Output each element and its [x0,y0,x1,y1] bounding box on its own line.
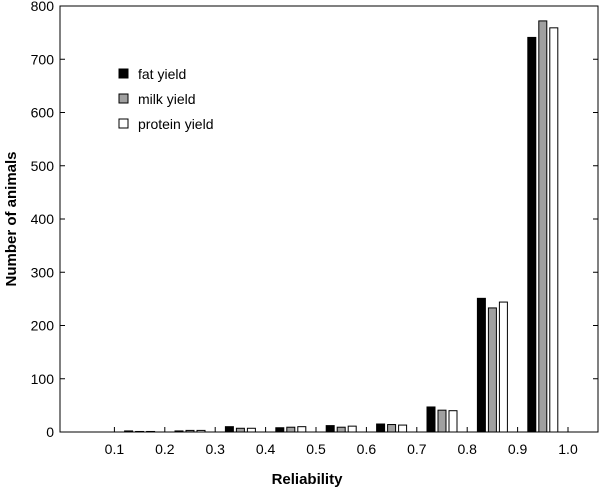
y-tick-label: 600 [31,105,55,121]
legend: fat yield milk yield protein yield [118,66,214,132]
legend-label: protein yield [138,116,214,132]
x-tick-label: 0.5 [306,441,326,457]
bar-milk-yield [135,430,145,433]
legend-swatch [118,118,129,129]
bar-milk-yield [336,426,346,433]
y-tick-label: 0 [46,424,54,440]
x-tick-label: 0.7 [407,441,427,457]
bar-protein-yield [196,429,206,433]
bar-protein-yield [297,426,307,433]
bar-milk-yield [286,426,296,433]
legend-swatch [118,68,129,79]
bar-fat-yield [376,423,386,433]
bar-fat-yield [224,426,234,433]
bar-protein-yield [498,301,508,433]
x-tick-label: 0.9 [508,441,528,457]
legend-swatch [118,93,129,104]
y-axis-title: Number of animals [3,151,20,286]
bar-fat-yield [527,36,537,433]
bar-milk-yield [235,427,245,433]
bar-milk-yield [487,307,497,433]
bar-milk-yield [185,429,195,433]
bar-protein-yield [549,27,559,433]
y-tick-label: 800 [31,0,55,14]
bar-milk-yield [437,409,447,433]
y-tick-label: 500 [31,158,55,174]
y-tick-label: 200 [31,318,55,334]
bar-fat-yield [426,406,436,433]
x-tick-label: 0.6 [357,441,377,457]
bar-protein-yield [398,424,408,433]
legend-label: milk yield [138,91,196,107]
y-tick-label: 700 [31,51,55,67]
bars-layer [124,20,559,433]
bar-fat-yield [275,427,285,433]
bar-milk-yield [538,20,548,433]
legend-label: fat yield [138,66,186,82]
x-tick-label: 0.2 [155,441,175,457]
bar-fat-yield [476,297,486,433]
x-axis-title: Reliability [272,471,344,488]
bar-fat-yield [174,430,184,433]
bar-protein-yield [146,430,156,433]
bar-protein-yield [448,410,458,433]
x-tick-label: 1.0 [558,441,578,457]
y-tick-label: 100 [31,371,55,387]
x-tick-label: 0.1 [105,441,125,457]
bar-protein-yield [347,425,357,433]
bar-milk-yield [387,424,397,433]
x-tick-label: 0.8 [457,441,477,457]
bar-fat-yield [124,430,134,433]
x-tick-label: 0.3 [205,441,225,457]
y-tick-label: 400 [31,211,55,227]
ticks-layer: 0 100 200 300 400 500 600 700 800 0.1 0.2 0.3 0.4 0.5… [31,0,598,457]
y-tick-label: 300 [31,264,55,280]
x-tick-label: 0.4 [256,441,276,457]
bar-fat-yield [325,425,335,433]
bar-protein-yield [246,427,256,433]
